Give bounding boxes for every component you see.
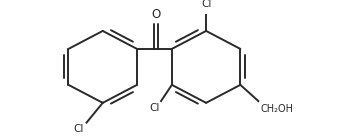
Text: Cl: Cl: [73, 124, 84, 134]
Text: CH₂OH: CH₂OH: [260, 104, 293, 114]
Text: Cl: Cl: [149, 103, 159, 113]
Text: O: O: [151, 8, 161, 21]
Text: Cl: Cl: [201, 0, 211, 9]
